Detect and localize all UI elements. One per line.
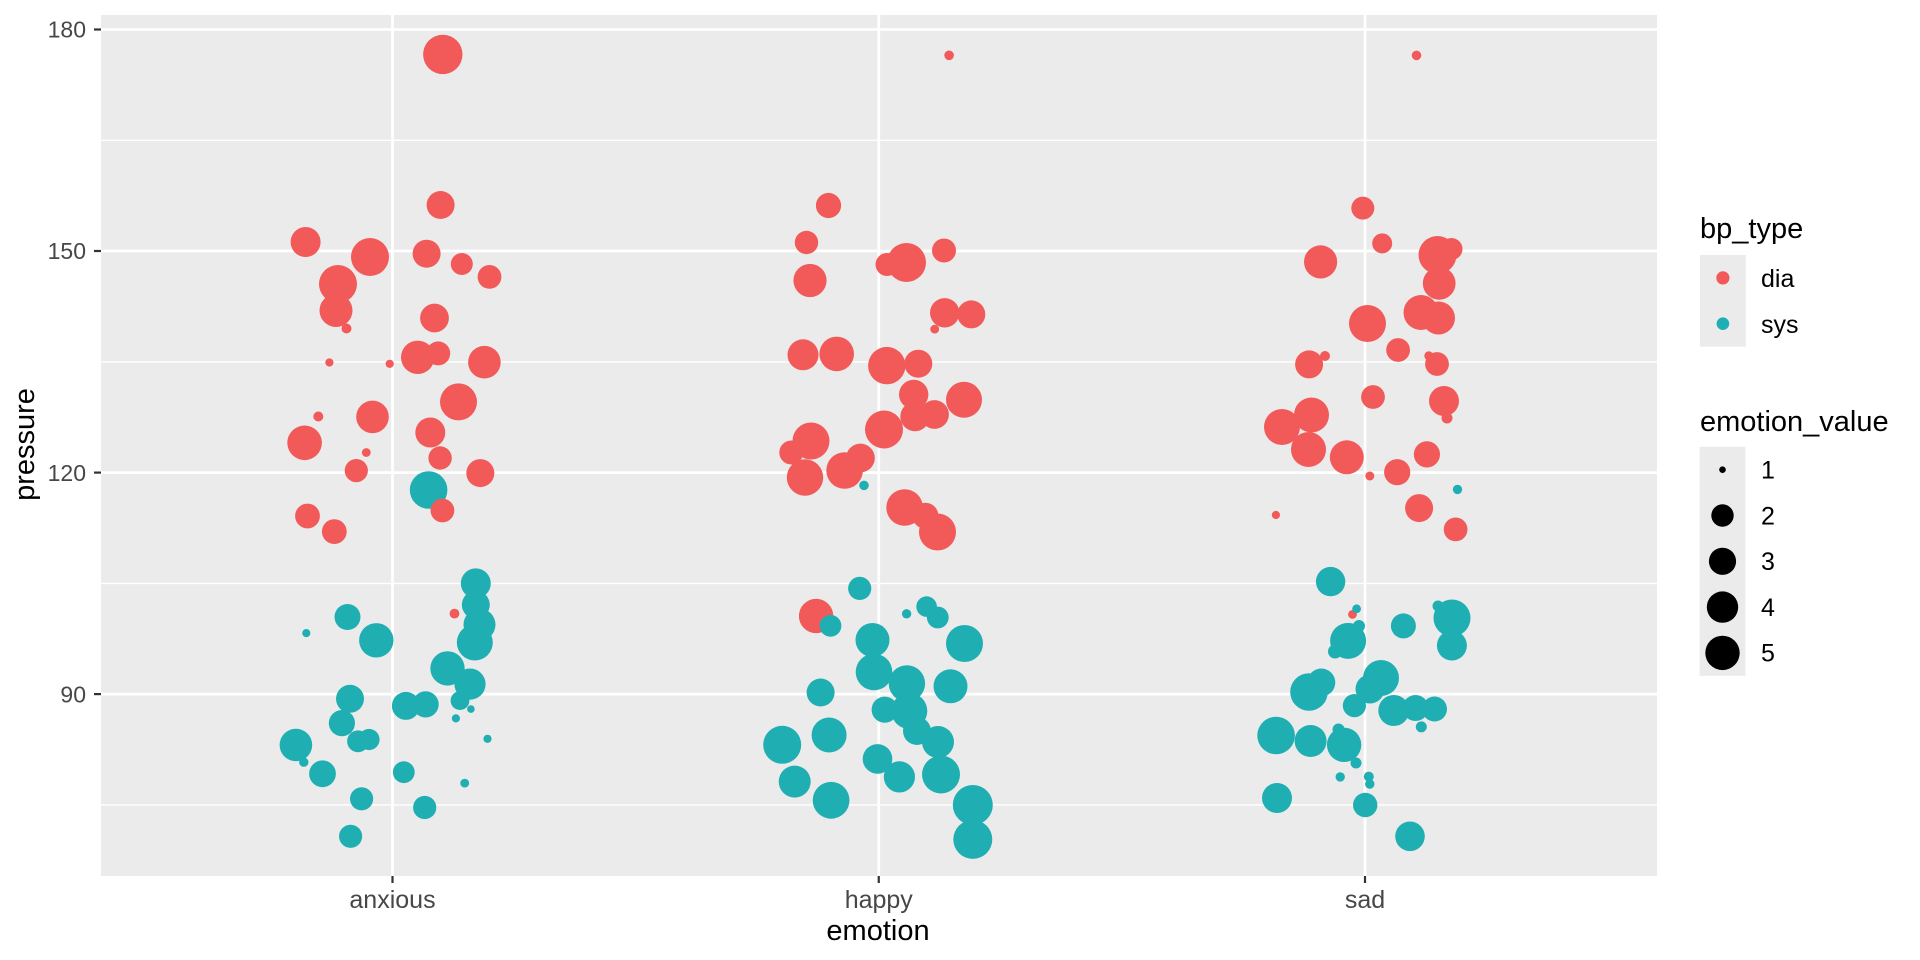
svg-text:emotion_value: emotion_value bbox=[1700, 406, 1889, 438]
svg-text:sad: sad bbox=[1345, 886, 1385, 914]
svg-text:4: 4 bbox=[1761, 594, 1775, 622]
svg-text:happy: happy bbox=[845, 886, 914, 914]
svg-text:2: 2 bbox=[1761, 502, 1775, 530]
svg-text:anxious: anxious bbox=[349, 886, 435, 914]
svg-text:180: 180 bbox=[48, 17, 86, 43]
svg-text:emotion: emotion bbox=[826, 915, 929, 947]
svg-text:3: 3 bbox=[1761, 548, 1775, 576]
svg-text:120: 120 bbox=[48, 460, 86, 486]
svg-text:bp_type: bp_type bbox=[1700, 213, 1803, 245]
svg-text:sys: sys bbox=[1761, 311, 1799, 339]
svg-text:pressure: pressure bbox=[9, 388, 41, 501]
svg-text:90: 90 bbox=[60, 681, 86, 707]
svg-text:1: 1 bbox=[1761, 457, 1775, 485]
svg-text:5: 5 bbox=[1761, 640, 1775, 668]
svg-text:dia: dia bbox=[1761, 265, 1794, 293]
svg-text:150: 150 bbox=[48, 238, 86, 264]
